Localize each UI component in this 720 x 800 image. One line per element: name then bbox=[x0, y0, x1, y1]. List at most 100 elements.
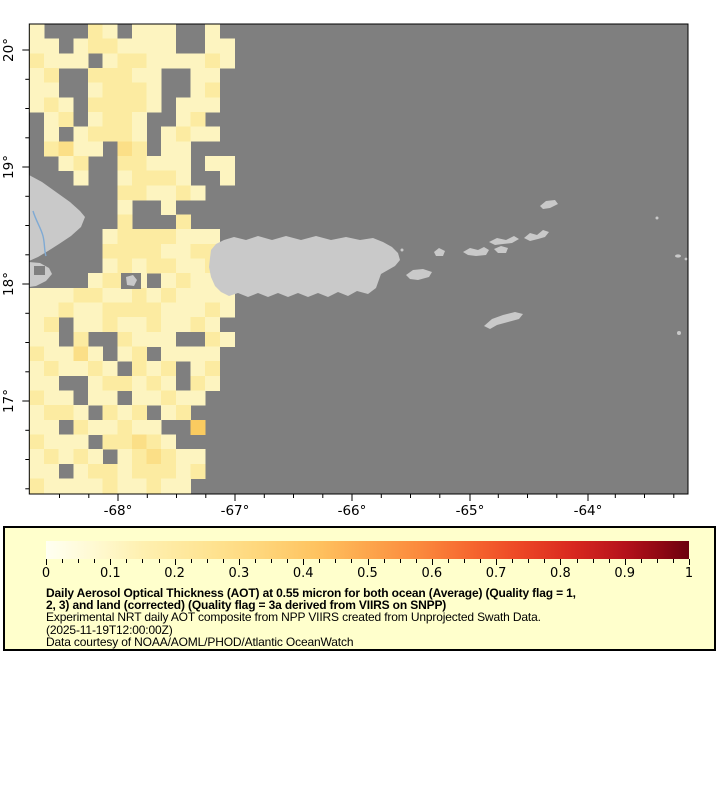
legend-box: 0 0.1 0.2 0.3 0.4 0.5 0.6 0.7 0.8 0.9 1 Daily Aero… bbox=[3, 526, 716, 651]
aot-cell bbox=[175, 346, 191, 362]
colorbar-value-label: 0.4 bbox=[292, 566, 314, 581]
aot-cell bbox=[73, 419, 89, 435]
aot-cell bbox=[146, 361, 162, 377]
aot-cell bbox=[190, 53, 206, 69]
aot-cell bbox=[146, 478, 162, 494]
legend-title-line-2: 2, 3) and land (corrected) (Quality flag… bbox=[46, 598, 447, 613]
aot-cell bbox=[205, 53, 221, 69]
aot-cell bbox=[44, 463, 59, 479]
aot-cell bbox=[117, 449, 133, 465]
aot-cell bbox=[161, 53, 177, 69]
aot-cell bbox=[146, 229, 162, 245]
colorbar-minor-tick bbox=[656, 559, 658, 563]
aot-cell bbox=[58, 112, 74, 127]
aot-cell bbox=[44, 361, 59, 377]
aot-cell bbox=[175, 53, 191, 69]
aot-cell bbox=[131, 405, 147, 421]
aot-cell bbox=[102, 68, 118, 83]
aot-cell bbox=[58, 449, 74, 465]
aot-cell bbox=[190, 449, 206, 465]
aot-cell bbox=[102, 53, 118, 69]
aot-cell bbox=[161, 361, 177, 377]
aot-cell bbox=[175, 229, 191, 245]
aot-cell bbox=[131, 375, 147, 391]
aot-cell bbox=[205, 97, 221, 113]
aot-cell bbox=[205, 24, 221, 39]
aot-cell bbox=[117, 405, 133, 421]
legend-timestamp-line: (2025-11-19T12:00:00Z) bbox=[46, 622, 173, 637]
aot-cell bbox=[102, 38, 118, 54]
x-axis-label: -64° bbox=[574, 503, 603, 519]
aot-cell bbox=[131, 302, 147, 318]
aot-cell bbox=[102, 302, 118, 318]
aot-cell bbox=[102, 375, 118, 391]
aot-cell bbox=[175, 185, 191, 201]
aot-cell bbox=[146, 24, 162, 39]
aot-cell bbox=[190, 258, 206, 274]
aot-cell bbox=[161, 434, 177, 450]
aot-cell bbox=[219, 38, 235, 54]
aot-cell bbox=[29, 97, 45, 113]
aot-cell bbox=[131, 126, 147, 142]
colorbar-major-tick bbox=[431, 559, 433, 565]
aot-cell bbox=[44, 302, 59, 318]
aot-cell bbox=[29, 24, 45, 39]
aot-cell bbox=[146, 317, 162, 333]
aot-cell bbox=[117, 478, 133, 494]
puerto-rico-landmass bbox=[209, 236, 400, 297]
aot-cell bbox=[146, 375, 162, 391]
aot-cell bbox=[87, 302, 103, 318]
aot-cell bbox=[87, 478, 103, 494]
aot-cell bbox=[117, 185, 133, 201]
aot-cell bbox=[58, 390, 74, 406]
aot-cell bbox=[161, 24, 177, 39]
saba-island-dot bbox=[677, 331, 681, 335]
legend-credit-line: Data courtesy of NOAA/AOML/PHOD/Atlantic… bbox=[46, 634, 354, 649]
aot-cell bbox=[117, 53, 133, 69]
aot-cell bbox=[58, 346, 74, 362]
aot-cell bbox=[117, 346, 133, 362]
aot-cell bbox=[146, 170, 162, 186]
aot-cell bbox=[131, 68, 147, 83]
aot-cell bbox=[161, 185, 177, 201]
coastal-water-notch bbox=[34, 266, 45, 275]
aot-cell bbox=[131, 449, 147, 465]
aot-cell bbox=[102, 243, 118, 259]
aot-cell bbox=[73, 317, 89, 333]
aot-cell bbox=[44, 390, 59, 406]
aot-cell bbox=[190, 185, 206, 201]
aot-cell bbox=[87, 112, 103, 127]
aot-cell bbox=[102, 126, 118, 142]
aot-cell bbox=[102, 361, 118, 377]
st-john-island bbox=[494, 246, 508, 253]
colorbar-major-tick bbox=[238, 559, 240, 565]
aot-cell bbox=[205, 287, 221, 303]
colorbar-minor-tick bbox=[592, 559, 594, 563]
aot-cell bbox=[73, 155, 89, 171]
aot-cell bbox=[131, 155, 147, 171]
aot-cell bbox=[175, 449, 191, 465]
aot-cell bbox=[102, 434, 118, 450]
aot-cell bbox=[175, 317, 191, 333]
aot-cell bbox=[44, 478, 59, 494]
aot-cell bbox=[190, 82, 206, 98]
colorbar-value-label: 0.8 bbox=[550, 566, 571, 581]
aot-cell bbox=[117, 419, 133, 435]
aot-cell bbox=[117, 331, 133, 347]
aot-cell bbox=[58, 361, 74, 377]
aot-cell bbox=[29, 390, 45, 406]
colorbar-minor-tick bbox=[319, 559, 321, 563]
aot-cell bbox=[117, 68, 133, 83]
aot-cell bbox=[205, 38, 221, 54]
aot-cell bbox=[44, 112, 59, 127]
aot-cell bbox=[161, 155, 177, 171]
aot-cell bbox=[44, 405, 59, 421]
aot-cell bbox=[146, 82, 162, 98]
aot-cell bbox=[146, 97, 162, 113]
aot-colorbar bbox=[46, 541, 689, 559]
aot-cell bbox=[44, 53, 59, 69]
aot-cell bbox=[29, 405, 45, 421]
aot-cell bbox=[117, 155, 133, 171]
colorbar-minor-tick bbox=[447, 559, 449, 563]
aot-cell bbox=[44, 317, 59, 333]
